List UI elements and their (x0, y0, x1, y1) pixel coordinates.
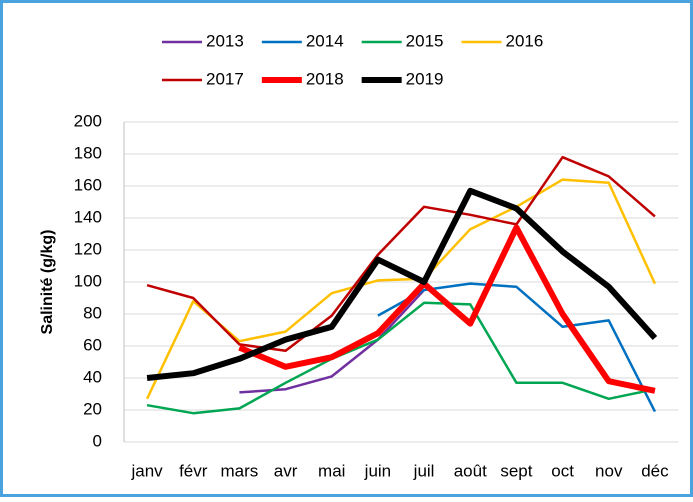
series-line (238, 224, 656, 394)
x-tick-label: sept (500, 461, 532, 480)
x-tick-label: janv (130, 461, 163, 480)
y-tick-label: 60 (83, 335, 102, 354)
y-tick-label: 0 (93, 431, 102, 450)
legend-label: 2014 (306, 31, 344, 50)
y-tick-label: 200 (74, 111, 102, 130)
series-line (146, 187, 658, 381)
y-tick-label: 140 (74, 207, 102, 226)
y-tick-label: 100 (74, 271, 102, 290)
series-line (145, 178, 657, 400)
x-tick-label: mai (318, 461, 345, 480)
y-tick-label: 40 (83, 367, 102, 386)
series-line (146, 155, 656, 353)
x-tick-label: oct (551, 461, 574, 480)
legend-label: 2013 (206, 31, 244, 50)
y-tick-label: 80 (83, 303, 102, 322)
y-tick-label: 120 (74, 239, 102, 258)
x-tick-label: févr (179, 461, 208, 480)
y-axis-label: Salinité (g/kg) (39, 230, 56, 335)
x-tick-label: avr (274, 461, 298, 480)
legend-label: 2017 (206, 69, 244, 88)
legend-label: 2019 (406, 69, 444, 88)
x-tick-label: mars (221, 461, 259, 480)
x-tick-label: déc (641, 461, 669, 480)
legend-label: 2015 (406, 31, 444, 50)
x-tick-label: juin (364, 461, 391, 480)
y-tick-label: 160 (74, 175, 102, 194)
y-tick-label: 20 (83, 399, 102, 418)
legend-label: 2018 (306, 69, 344, 88)
series-line (146, 301, 656, 415)
x-tick-label: nov (595, 461, 623, 480)
x-tick-label: juil (413, 461, 435, 480)
y-tick-label: 180 (74, 143, 102, 162)
legend-label: 2016 (505, 31, 543, 50)
x-tick-label: août (454, 461, 487, 480)
series-line (377, 282, 657, 413)
